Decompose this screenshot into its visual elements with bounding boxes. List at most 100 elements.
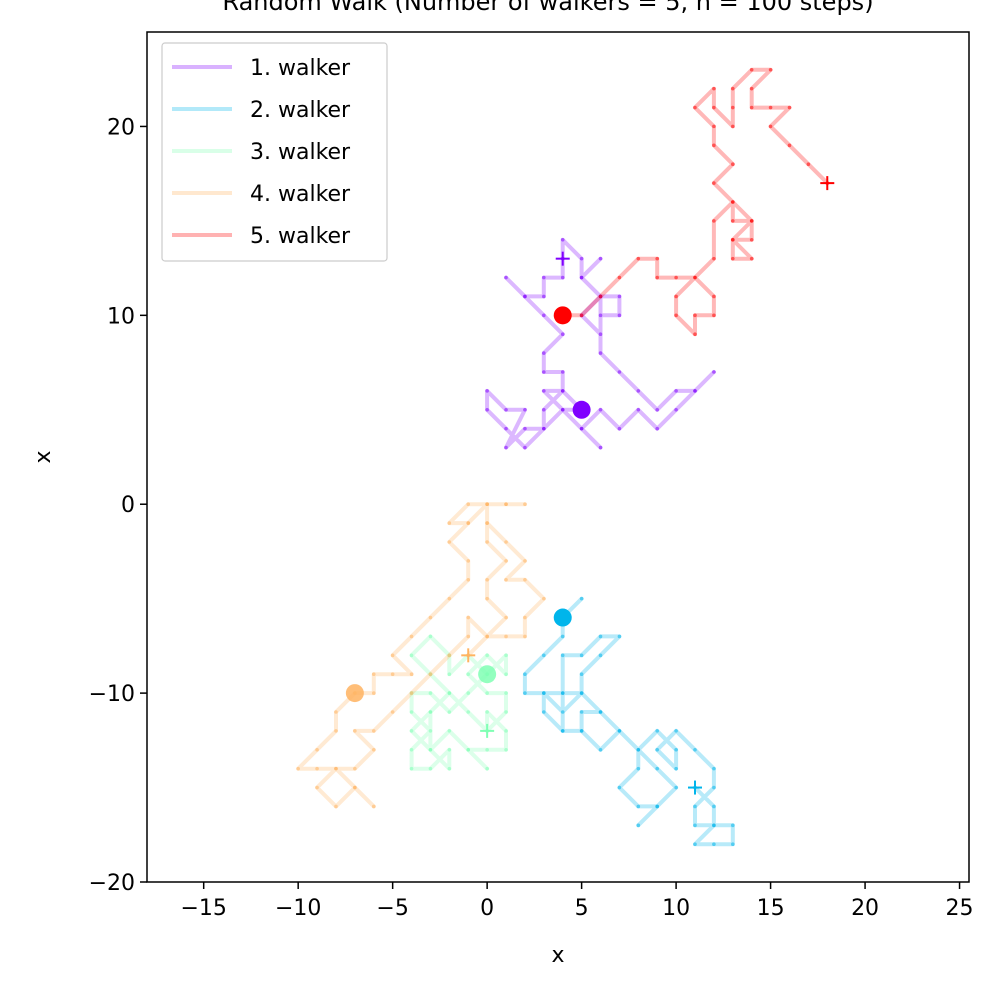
walker-2-step-point [579,710,584,714]
axes-frame [146,31,970,883]
walker-3-step-point [428,747,433,752]
walker-1-step-point [560,275,565,280]
walker-5-step-point [787,143,792,148]
walker-5-step-point [712,86,716,91]
walker-2-step-point [542,710,546,714]
x-tick-label: 25 [946,896,974,921]
walker-1-step-point [598,351,603,355]
x-axis-ticks: −15 −10 −5 0 5 10 15 20 25 [180,882,974,921]
walker-3-step-point [504,672,508,677]
walker-2-step-point [598,653,603,658]
walker-4-step-point [409,672,414,677]
legend-label: 2. walker [250,98,351,123]
walker-4-step-point [504,577,508,582]
walker-2-step-point [730,823,735,828]
walker-2-step-point [712,823,716,828]
walker-2-start-marker [688,780,702,795]
walker-5-step-point [749,256,754,261]
walker-1-step-point [542,407,546,412]
walker-5-step-point [636,256,641,261]
walker-1-step-point [560,370,565,374]
legend-item: 2. walker [172,98,351,123]
walker-2-step-point [712,766,716,771]
walker-4-end-marker [345,684,364,703]
walker-5-step-point [768,124,773,129]
walker-5-step-point [730,124,735,129]
walker-4-step-point [523,615,527,620]
walker-2-step-point [579,729,584,733]
walker-2-end-marker [553,608,572,627]
walker-5-step-point [787,105,792,110]
walker-3-step-point [428,710,433,714]
walker-3-step-point [485,766,489,771]
walker-4-step-point [542,596,546,601]
walker-4-step-point [485,521,489,525]
x-axis-label: x [551,943,564,968]
walker-3-step-point [466,710,471,714]
walker-5-step-point [768,105,773,110]
walker-4-step-point [353,729,357,733]
walker-4-step-point [504,502,508,507]
walker-5-step-point [579,313,584,318]
walker-1-step-point [504,445,508,450]
walker-4-step-point [485,634,489,639]
legend-label: 5. walker [250,224,351,249]
walker-5-start-marker [820,176,835,191]
walker-3-step-point [485,747,489,752]
walker-3-step-point [466,747,471,752]
walker-1-step-point [579,426,584,431]
walker-5-step-point [730,162,735,167]
walker-4-step-point [390,653,395,658]
walker-5-step-point [730,237,735,242]
walker-2-step-point [693,823,697,828]
walker-5-step-point [693,275,697,280]
walker-1-step-point [504,275,508,280]
walker-1-step-point [542,426,546,431]
walker-5-step-point [712,219,716,223]
walker-1-step-point [523,294,527,299]
walker-2-step-point [693,842,697,847]
walker-1-step-point [542,313,546,318]
walker-4-step-point [334,729,338,733]
walker-4-step-point [523,634,527,639]
walker-5-step-point [655,275,660,280]
walker-1-series [485,237,716,450]
walker-5-step-point [730,219,735,223]
walker-4-step-point [409,691,414,695]
legend-item: 4. walker [172,182,351,207]
walker-5-step-point [598,294,603,299]
walker-4-step-point [390,710,395,714]
walker-2-step-point [617,634,622,639]
walker-5-step-point [712,124,716,129]
walker-4-step-point [315,747,319,752]
walker-4-step-point [466,615,471,620]
walker-1-step-point [636,389,641,393]
walker-4-step-point [296,766,300,771]
walker-3-step-point [485,710,489,714]
legend: 1. walker 2. walker 3. walker 4. walker 5. w… [161,42,388,262]
walker-4-step-point [466,521,471,525]
walker-5-step-point [749,67,754,72]
walker-3-step-point [428,691,433,695]
walker-2-step-point [674,747,678,752]
walker-4-step-point [466,502,471,507]
walker-1-step-point [674,389,678,393]
walker-1-step-point [523,407,527,412]
walker-5-step-point [768,67,773,72]
walker-5-step-point [749,86,754,91]
walker-5-step-point [712,256,716,261]
legend-label: 1. walker [250,56,351,81]
x-tick-label: 5 [575,896,589,921]
walker-4-step-point [447,521,452,525]
walker-1-step-point [598,313,603,318]
walker-1-step-point [504,407,508,412]
walker-3-step-point [504,710,508,714]
walker-2-path [522,596,735,847]
walker-5-end-marker [553,306,572,325]
walker-4-step-point [504,634,508,639]
walker-3-series [409,634,508,771]
x-tick-label: 20 [851,896,879,921]
walker-3-step-point [447,691,452,695]
x-tick-label: 10 [662,896,690,921]
walker-2-step-point [579,672,584,677]
